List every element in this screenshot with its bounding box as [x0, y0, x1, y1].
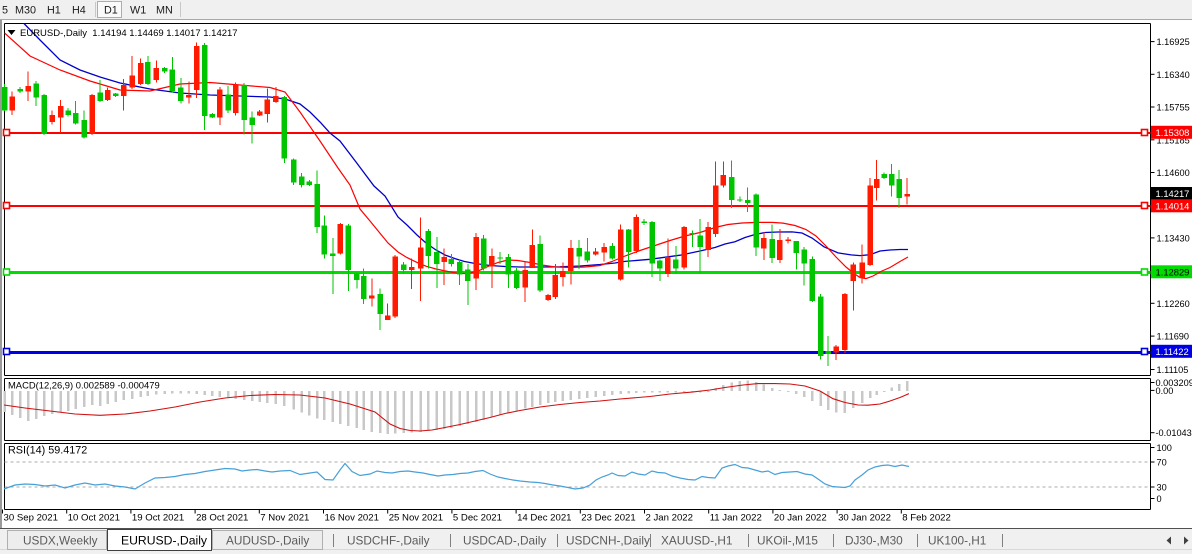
- svg-text:70: 70: [1157, 458, 1167, 468]
- svg-text:1.14600: 1.14600: [1157, 168, 1190, 178]
- svg-text:23 Dec 2021: 23 Dec 2021: [581, 513, 635, 524]
- svg-text:EURUSD-,Daily 1.14194 1.14469: EURUSD-,Daily 1.14194 1.14469 1.14017 1.…: [20, 28, 238, 39]
- svg-text:1.11690: 1.11690: [1157, 332, 1190, 342]
- svg-text:1.14014: 1.14014: [1156, 200, 1190, 211]
- svg-text:100: 100: [1157, 443, 1172, 453]
- svg-text:19 Oct 2021: 19 Oct 2021: [132, 513, 184, 524]
- svg-text:1.12829: 1.12829: [1156, 266, 1190, 277]
- svg-text:0.00: 0.00: [1156, 386, 1174, 396]
- svg-text:USDX,Weekly: USDX,Weekly: [23, 534, 98, 548]
- svg-text:1.11422: 1.11422: [1156, 346, 1189, 357]
- svg-text:1.15755: 1.15755: [1157, 103, 1190, 113]
- svg-text:W1: W1: [130, 5, 146, 17]
- svg-text:16 Nov 2021: 16 Nov 2021: [325, 513, 379, 524]
- svg-text:RSI(14) 59.4172: RSI(14) 59.4172: [8, 445, 87, 457]
- svg-text:2 Jan 2022: 2 Jan 2022: [646, 513, 693, 524]
- svg-text:1.15308: 1.15308: [1156, 127, 1190, 138]
- svg-text:-0.010433: -0.010433: [1156, 428, 1192, 438]
- svg-text:1.15185: 1.15185: [1157, 135, 1190, 145]
- svg-text:1.16925: 1.16925: [1157, 37, 1190, 47]
- svg-text:28 Oct 2021: 28 Oct 2021: [196, 513, 248, 524]
- svg-text:DJ30-,M30: DJ30-,M30: [845, 534, 903, 548]
- svg-text:5 Dec 2021: 5 Dec 2021: [453, 513, 502, 524]
- svg-text:1.16340: 1.16340: [1157, 70, 1190, 80]
- svg-text:30 Jan 2022: 30 Jan 2022: [838, 513, 891, 524]
- svg-text:MN: MN: [156, 5, 173, 17]
- svg-text:10 Oct 2021: 10 Oct 2021: [68, 513, 120, 524]
- svg-text:30 Sep 2021: 30 Sep 2021: [4, 513, 58, 524]
- svg-text:11 Jan 2022: 11 Jan 2022: [710, 513, 762, 524]
- svg-text:USDCAD-,Daily: USDCAD-,Daily: [463, 534, 546, 548]
- svg-text:7 Nov 2021: 7 Nov 2021: [260, 513, 309, 524]
- svg-text:D1: D1: [104, 5, 118, 17]
- svg-text:5: 5: [2, 5, 8, 17]
- svg-text:8 Feb 2022: 8 Feb 2022: [902, 513, 951, 524]
- svg-text:30: 30: [1157, 483, 1167, 493]
- svg-text:M30: M30: [15, 5, 36, 17]
- svg-text:USDCHF-,Daily: USDCHF-,Daily: [347, 534, 430, 548]
- svg-text:25 Nov 2021: 25 Nov 2021: [389, 513, 443, 524]
- svg-text:14 Dec 2021: 14 Dec 2021: [517, 513, 571, 524]
- svg-text:1.12260: 1.12260: [1157, 299, 1190, 309]
- svg-text:0: 0: [1157, 494, 1162, 504]
- svg-text:0.003209: 0.003209: [1156, 378, 1192, 388]
- svg-text:USDCNH-,Daily: USDCNH-,Daily: [566, 534, 650, 548]
- svg-text:1.11105: 1.11105: [1157, 365, 1189, 375]
- svg-text:H4: H4: [72, 5, 86, 17]
- svg-text:UKOil-,M15: UKOil-,M15: [757, 534, 818, 548]
- svg-text:UK100-,H1: UK100-,H1: [928, 534, 986, 548]
- svg-text:EURUSD-,Daily: EURUSD-,Daily: [121, 534, 208, 548]
- svg-text:H1: H1: [47, 5, 61, 17]
- svg-text:1.14217: 1.14217: [1156, 188, 1190, 199]
- svg-text:20 Jan 2022: 20 Jan 2022: [774, 513, 827, 524]
- svg-text:XAUUSD-,H1: XAUUSD-,H1: [661, 534, 732, 548]
- svg-text:AUDUSD-,Daily: AUDUSD-,Daily: [226, 534, 309, 548]
- svg-text:MACD(12,26,9) 0.002589 -0.0004: MACD(12,26,9) 0.002589 -0.000479: [8, 380, 160, 391]
- svg-text:1.13430: 1.13430: [1157, 233, 1190, 243]
